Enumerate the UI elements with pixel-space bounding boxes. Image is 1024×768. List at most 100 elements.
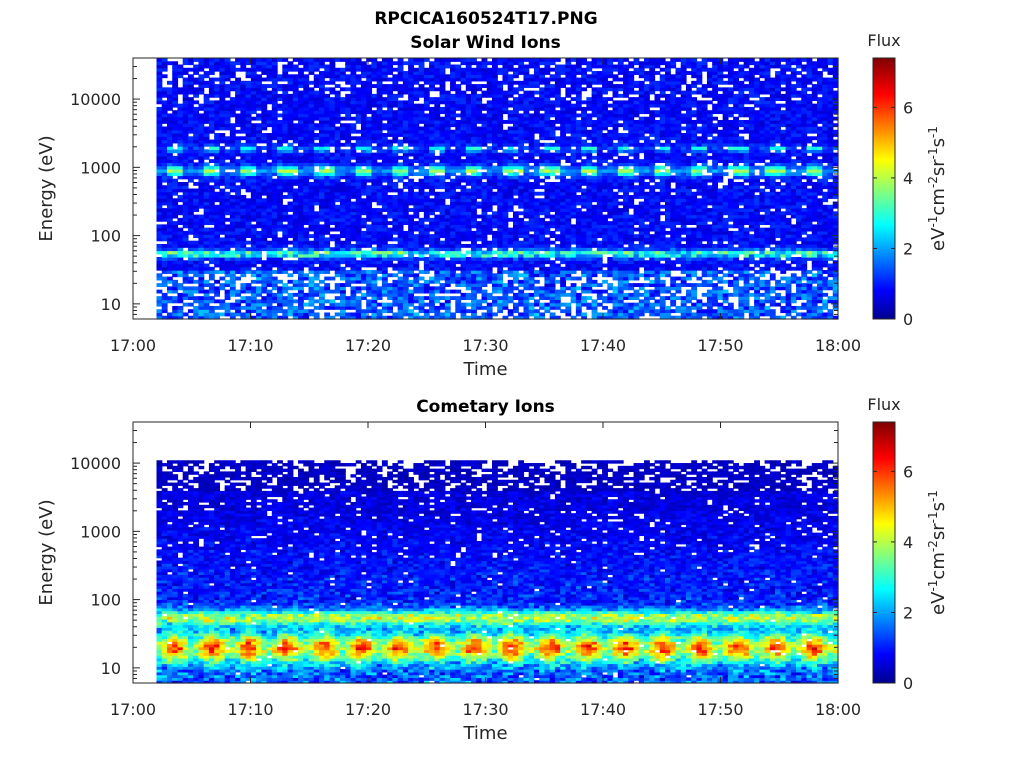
heatmap-cell bbox=[324, 97, 331, 102]
heatmap-cell bbox=[156, 214, 163, 219]
heatmap-cell bbox=[324, 113, 331, 118]
heatmap-cell bbox=[156, 198, 163, 203]
heatmap-cell bbox=[287, 191, 294, 196]
heatmap-cell bbox=[161, 292, 168, 297]
heatmap-cell bbox=[224, 198, 231, 203]
heatmap-cell bbox=[219, 175, 226, 180]
heatmap-cell bbox=[350, 103, 357, 108]
heatmap-cell bbox=[492, 250, 498, 255]
heatmap-cell bbox=[371, 168, 378, 173]
heatmap-cell bbox=[214, 113, 221, 118]
heatmap-cell bbox=[240, 263, 247, 268]
heatmap-cell bbox=[277, 97, 283, 102]
heatmap-cell bbox=[219, 97, 226, 102]
heatmap-cell bbox=[198, 227, 205, 232]
heatmap-cell bbox=[182, 253, 189, 258]
heatmap-cell bbox=[156, 188, 163, 193]
heatmap-cell bbox=[156, 273, 163, 278]
heatmap-cell bbox=[245, 172, 252, 177]
heatmap-cell bbox=[235, 289, 241, 294]
heatmap-cell bbox=[287, 133, 294, 137]
heatmap-cell bbox=[240, 116, 247, 121]
heatmap-cell bbox=[355, 159, 362, 163]
heatmap-cell bbox=[308, 279, 315, 284]
heatmap-cell bbox=[308, 87, 315, 92]
heatmap-cell bbox=[214, 77, 221, 82]
heatmap-cell bbox=[203, 84, 210, 88]
heatmap-cell bbox=[429, 234, 435, 239]
heatmap-cell bbox=[319, 305, 325, 310]
heatmap-cell bbox=[198, 155, 205, 160]
heatmap-cell bbox=[429, 61, 435, 66]
heatmap-cell bbox=[366, 257, 373, 261]
heatmap-cell bbox=[203, 234, 210, 239]
heatmap-cell bbox=[324, 159, 331, 163]
heatmap-cell bbox=[423, 191, 430, 196]
heatmap-cell bbox=[303, 165, 310, 170]
heatmap-cell bbox=[261, 266, 268, 271]
heatmap-cell bbox=[193, 142, 200, 147]
heatmap-cell bbox=[266, 253, 273, 258]
heatmap-cell bbox=[172, 77, 179, 82]
heatmap-cell bbox=[366, 90, 373, 95]
heatmap-cell bbox=[371, 71, 378, 75]
heatmap-cell bbox=[292, 208, 299, 212]
heatmap-cell bbox=[360, 188, 367, 193]
heatmap-cell bbox=[381, 250, 388, 255]
heatmap-cell bbox=[334, 237, 341, 242]
heatmap-cell bbox=[187, 110, 194, 115]
heatmap-cell bbox=[240, 315, 247, 320]
heatmap-cell bbox=[303, 142, 310, 147]
heatmap-cell bbox=[308, 253, 315, 258]
heatmap-cell bbox=[339, 110, 346, 115]
heatmap-cell bbox=[329, 126, 336, 131]
heatmap-cell bbox=[214, 217, 221, 222]
heatmap-cell bbox=[203, 106, 210, 111]
heatmap-cell bbox=[277, 227, 283, 232]
heatmap-cell bbox=[240, 97, 247, 102]
heatmap-cell bbox=[366, 240, 373, 245]
heatmap-cell bbox=[182, 286, 189, 291]
heatmap-cell bbox=[177, 149, 184, 154]
heatmap-cell bbox=[245, 159, 252, 163]
heatmap-cell bbox=[392, 243, 399, 248]
heatmap-cell bbox=[339, 58, 346, 62]
heatmap-cell bbox=[261, 234, 268, 239]
heatmap-cell bbox=[250, 178, 257, 183]
heatmap-cell bbox=[187, 146, 194, 150]
heatmap-cell bbox=[292, 90, 299, 95]
heatmap-cell bbox=[444, 204, 451, 209]
heatmap-cell bbox=[256, 247, 262, 252]
heatmap-cell bbox=[324, 87, 331, 92]
heatmap-cell bbox=[261, 302, 268, 307]
heatmap-cell bbox=[334, 240, 341, 245]
heatmap-cell bbox=[219, 146, 226, 150]
heatmap-cell bbox=[203, 221, 210, 225]
heatmap-cell bbox=[371, 276, 378, 281]
heatmap-cell bbox=[334, 283, 341, 287]
heatmap-cell bbox=[497, 152, 504, 157]
heatmap-cell bbox=[177, 162, 184, 167]
heatmap-cell bbox=[282, 227, 289, 232]
heatmap-cell bbox=[229, 263, 236, 268]
heatmap-cell bbox=[193, 152, 200, 157]
heatmap-cell bbox=[350, 100, 357, 105]
heatmap-cell bbox=[161, 74, 168, 79]
heatmap-cell bbox=[423, 168, 430, 173]
heatmap-cell bbox=[287, 146, 294, 150]
heatmap-cell bbox=[277, 136, 283, 141]
heatmap-cell bbox=[292, 198, 299, 203]
heatmap-cell bbox=[235, 292, 241, 297]
heatmap-cell bbox=[360, 217, 367, 222]
heatmap-cell bbox=[303, 198, 310, 203]
heatmap-cell bbox=[313, 266, 320, 271]
heatmap-cell bbox=[266, 77, 273, 82]
heatmap-cell bbox=[198, 84, 205, 88]
heatmap-cell bbox=[371, 159, 378, 163]
heatmap-cell bbox=[214, 93, 221, 98]
heatmap-cell bbox=[177, 234, 184, 239]
heatmap-cell bbox=[324, 211, 331, 216]
heatmap-cell bbox=[229, 227, 236, 232]
heatmap-cell bbox=[261, 185, 268, 190]
heatmap-cell bbox=[345, 208, 352, 212]
